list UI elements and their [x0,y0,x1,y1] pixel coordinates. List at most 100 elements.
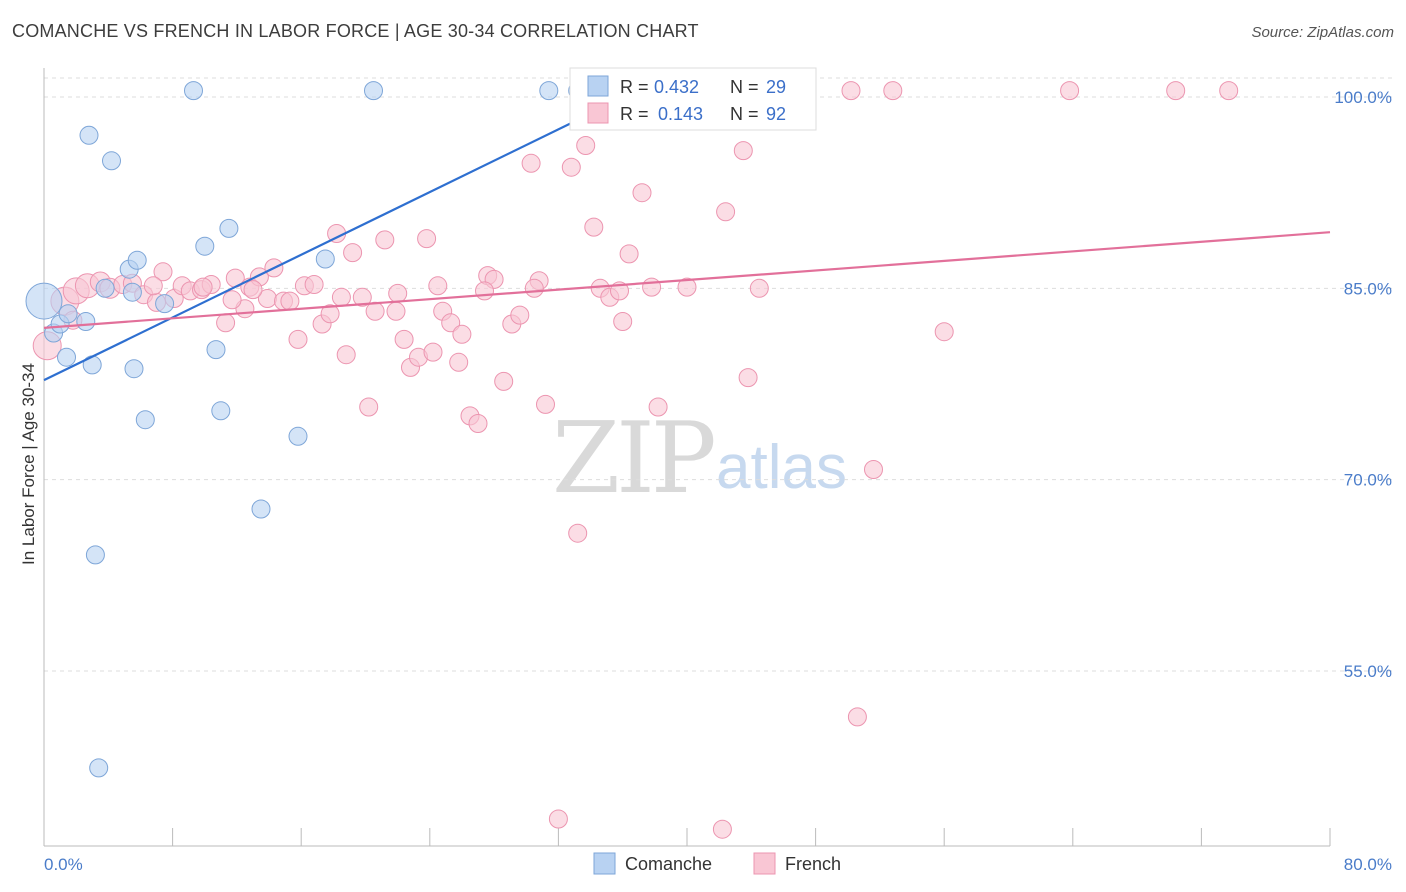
stats-legend: R = 0.432 N = 29 R = 0.143 N = 92 [569,67,817,131]
french-point-29 [320,304,340,324]
french-point-66 [632,183,652,203]
french-point-76 [841,81,861,101]
comanche-point-17 [206,340,226,360]
french-point-91 [524,278,544,298]
french-point-61 [584,217,604,237]
y-axis-title: In Labor Force | Age 30-34 [19,363,38,565]
french-point-10 [153,262,173,282]
french-point-96 [222,290,242,310]
french-point-45 [449,352,469,372]
comanche-point-26 [539,81,559,101]
french-point-34 [359,397,379,417]
comanche-point-13 [219,218,239,238]
comanche-point-7 [127,250,147,270]
french-point-67 [642,277,662,297]
legend-swatch-comanche [587,75,609,97]
comanche-point-12 [195,236,215,256]
legend-n-value-comanche: 29 [766,77,786,97]
legend-r-value-comanche: 0.432 [654,77,699,97]
french-point-75 [738,368,758,388]
french-point-82 [1166,81,1186,101]
comanche-point-10 [155,294,175,314]
watermark-atlas: atlas [716,433,847,502]
y-tick-label-55: 55.0% [1344,662,1392,681]
french-point-90 [475,281,494,301]
legend-r-value-french: 0.143 [658,104,703,124]
chart-source: Source: ZipAtlas.com [1251,24,1394,41]
french-point-42 [423,342,443,362]
axis-layer [43,68,1331,847]
legend-swatch-french [587,102,609,124]
french-point-32 [343,243,363,263]
bottom-legend-label-comanche: Comanche [625,854,712,874]
french-point-79 [883,81,903,101]
comanche-point-14 [57,347,76,367]
french-point-27 [304,275,324,294]
comanche-trend-line [43,108,600,382]
legend-n-label-comanche: N = [730,77,759,97]
french-point-37 [386,301,406,321]
french-point-38 [394,329,414,349]
french-point-58 [561,157,581,177]
french-point-74 [733,141,753,161]
french-point-44 [441,313,461,333]
trend-lines [43,108,1331,382]
comanche-point-0 [25,282,63,320]
comanche-point-28 [76,312,96,331]
french-point-36 [375,230,395,250]
french-point-51 [494,371,514,391]
comanche-point-3 [58,304,78,324]
french-point-87 [243,280,263,300]
french-point-33 [352,287,372,307]
comanche-point-8 [95,278,115,298]
french-point-41 [417,229,437,249]
comanche-point-25 [364,81,383,101]
comanche-point-22 [85,545,105,565]
legend-r-label-comanche: R = [620,77,649,97]
french-point-85 [143,276,163,296]
french-point-59 [568,523,588,543]
french-point-31 [336,345,356,365]
stats-legend-box [569,67,817,131]
legend-n-label-french: N = [730,104,759,124]
french-point-81 [1060,81,1080,101]
series-french-points [32,81,1239,839]
y-tick-label-85: 85.0% [1344,279,1392,298]
comanche-point-4 [79,125,99,145]
comanche-point-19 [211,401,231,421]
french-point-93 [677,277,697,297]
comanche-point-9 [122,282,142,302]
grid-layer [44,77,1392,672]
y-tick-label-70: 70.0% [1344,471,1392,490]
french-point-88 [331,287,351,307]
chart-title: COMANCHE VS FRENCH IN LABOR FORCE | AGE … [12,21,699,41]
bottom-legend-swatch-comanche [593,852,616,875]
bottom-legend-label-french: French [785,854,841,874]
comanche-point-23 [89,758,109,778]
comanche-point-5 [102,151,121,171]
comanche-point-21 [251,499,271,519]
bottom-legend-swatch-french [753,852,776,875]
french-point-16 [216,313,236,333]
french-point-94 [749,278,769,298]
french-point-54 [521,153,541,173]
french-point-80 [934,322,954,342]
french-point-60 [576,136,596,155]
french-point-25 [288,329,308,349]
french-point-48 [468,414,488,433]
comanche-point-20 [288,426,308,446]
french-point-35 [365,301,385,321]
x-tick-label-min: 0.0% [44,855,83,874]
y-tick-label-100: 100.0% [1334,88,1392,107]
french-point-73 [716,202,736,222]
comanche-point-18 [135,410,155,430]
french-point-46 [452,324,472,344]
y-tick-labels: 100.0% 85.0% 70.0% 55.0% [1334,88,1392,681]
french-point-89 [388,283,408,303]
legend-n-value-french: 92 [766,104,786,124]
comanche-point-11 [184,81,203,101]
legend-r-label-french: R = [620,104,649,124]
french-point-64 [613,312,633,331]
french-point-65 [619,244,639,264]
